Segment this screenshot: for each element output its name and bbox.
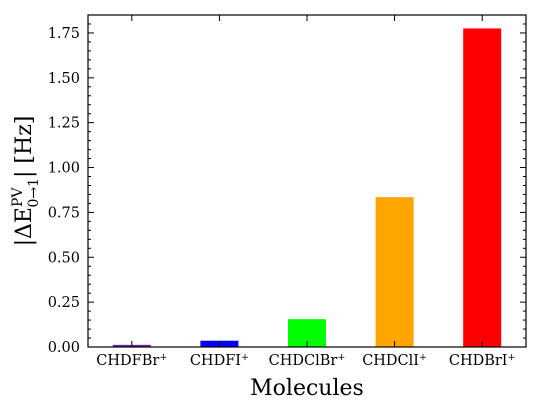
x-tick-label: CHDBrI+ <box>449 352 516 370</box>
y-tick-label: 0.25 <box>48 295 80 311</box>
y-axis: 0.00 0.25 0.50 0.75 1.00 1.25 1.50 1.75 <box>48 14 526 356</box>
bar <box>463 28 502 347</box>
y-tick-label: 1.50 <box>48 71 80 87</box>
x-tick-label: CHDClI+ <box>362 352 427 370</box>
x-tick-label: CHDFI+ <box>190 352 249 370</box>
bars-group <box>112 28 502 347</box>
plot-frame <box>87 14 527 348</box>
y-tick-label: 0.00 <box>48 340 80 356</box>
y-tick-label: 0.50 <box>48 250 80 266</box>
x-axis-label: Molecules <box>250 376 364 401</box>
y-tick-label: 1.00 <box>48 161 80 177</box>
x-axis: CHDFBr+ CHDFI+ CHDClBr+ CHDClI+ CHDBrI+ <box>96 15 516 370</box>
y-tick-label: 1.25 <box>48 116 80 132</box>
x-tick-label: CHDFBr+ <box>96 352 167 370</box>
y-tick-label: 0.75 <box>48 205 80 221</box>
x-tick-label: CHDClBr+ <box>269 352 346 370</box>
y-tick-label: 1.75 <box>48 26 80 42</box>
bar <box>375 197 414 347</box>
y-axis-label: |ΔEPV0→1| [Hz] <box>10 116 42 247</box>
